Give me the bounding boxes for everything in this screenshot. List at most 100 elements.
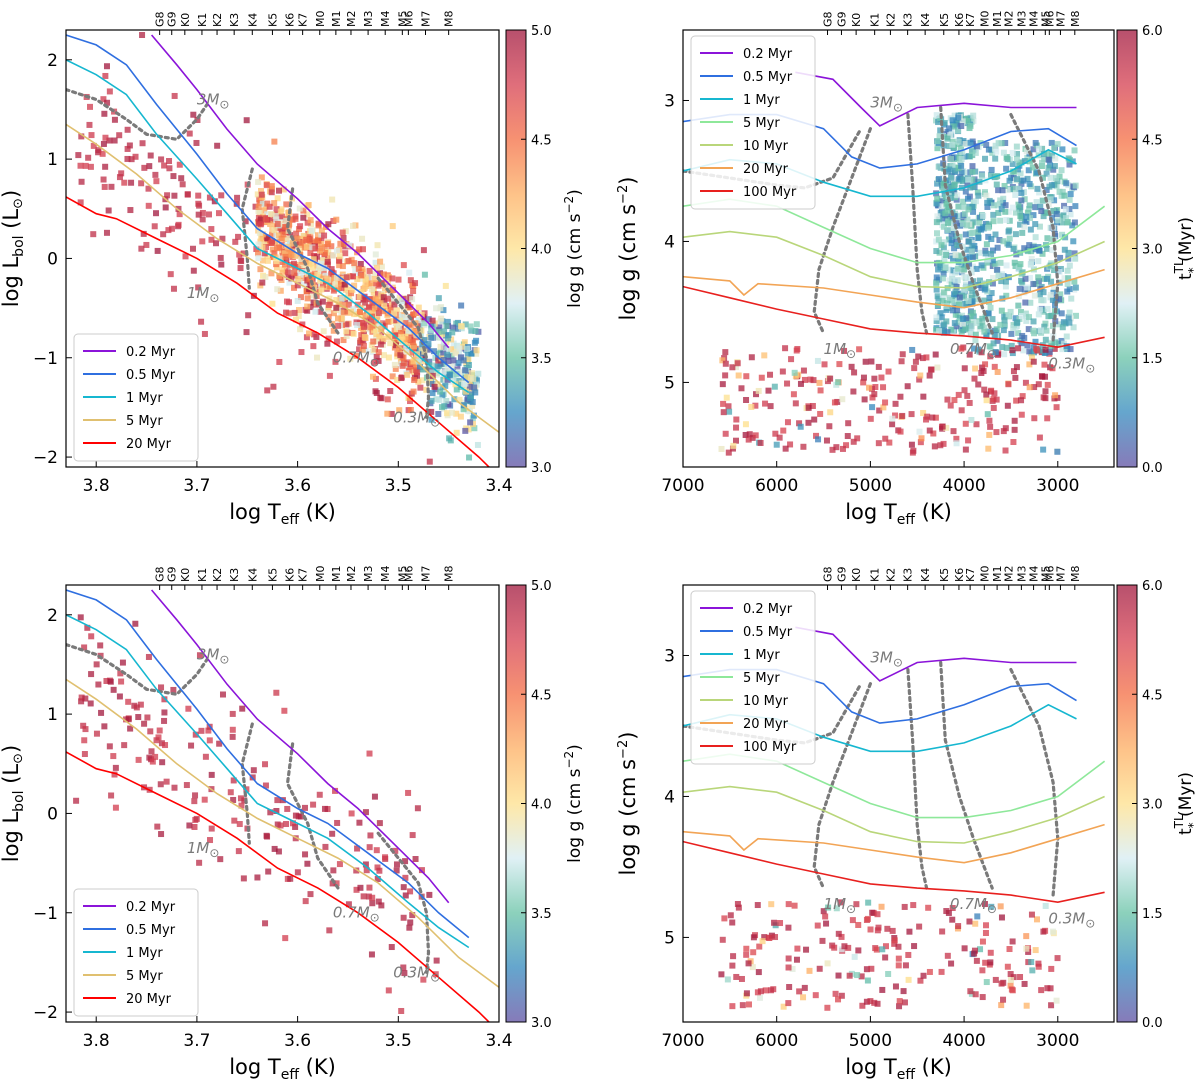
data-point xyxy=(205,211,212,218)
data-point xyxy=(392,847,399,854)
data-point xyxy=(297,294,304,301)
data-point xyxy=(77,162,84,169)
data-point xyxy=(1013,397,1020,404)
data-point xyxy=(141,164,148,171)
data-point xyxy=(949,275,956,282)
data-point xyxy=(184,191,191,198)
data-point xyxy=(403,345,410,352)
data-point xyxy=(409,296,416,303)
data-point xyxy=(337,279,344,286)
data-point xyxy=(418,867,425,874)
data-point xyxy=(981,324,988,331)
data-point xyxy=(1030,281,1037,288)
data-point xyxy=(379,308,386,315)
data-point xyxy=(274,286,281,293)
data-point xyxy=(304,860,311,867)
data-point xyxy=(442,282,449,289)
x-tick-label: 5000 xyxy=(849,476,892,496)
x-tick-label: 3.6 xyxy=(284,1031,311,1051)
data-point xyxy=(1033,916,1040,923)
data-point xyxy=(1010,185,1017,192)
spectral-type-label: M5 xyxy=(396,566,409,583)
data-point xyxy=(341,281,348,288)
legend-label: 10 Myr xyxy=(743,139,789,154)
data-point xyxy=(301,804,308,811)
isochrone-0.5-Myr xyxy=(66,589,470,939)
data-point xyxy=(165,227,172,234)
data-point xyxy=(964,318,971,325)
spectral-type-label: M5 xyxy=(396,11,409,28)
data-point xyxy=(1014,176,1021,183)
data-point xyxy=(970,112,977,119)
data-point xyxy=(284,269,291,276)
data-point xyxy=(208,771,215,778)
data-point xyxy=(368,341,375,348)
legend-label: 5 Myr xyxy=(126,969,163,984)
mass-label: 1M⊙ xyxy=(824,895,857,916)
data-point xyxy=(1038,373,1045,380)
data-point xyxy=(974,295,981,302)
data-point xyxy=(854,972,861,979)
data-point xyxy=(430,348,437,355)
data-point xyxy=(128,156,135,163)
data-point xyxy=(262,920,269,927)
data-point xyxy=(441,328,448,335)
data-point xyxy=(1054,141,1061,148)
data-point xyxy=(470,376,477,383)
data-point xyxy=(1002,283,1009,290)
data-point xyxy=(323,275,330,282)
data-point xyxy=(962,188,969,195)
data-point xyxy=(945,266,952,273)
data-point xyxy=(1030,146,1037,153)
data-point xyxy=(934,213,941,220)
legend-label: 0.5 Myr xyxy=(743,70,793,85)
data-point xyxy=(941,321,948,328)
data-point xyxy=(385,278,392,285)
data-point xyxy=(307,249,314,256)
data-point xyxy=(990,211,997,218)
data-point xyxy=(288,252,295,259)
spectral-type-label: M8 xyxy=(1069,566,1082,583)
data-point xyxy=(974,189,981,196)
data-point xyxy=(324,284,331,291)
data-point xyxy=(895,955,902,962)
data-point xyxy=(743,396,750,403)
data-point xyxy=(307,217,314,224)
data-point xyxy=(386,284,393,291)
spectral-type-label: M0 xyxy=(978,566,991,583)
spectral-type-label: K4 xyxy=(246,13,259,27)
data-point xyxy=(273,258,280,265)
data-point xyxy=(428,416,435,423)
data-point xyxy=(240,250,247,257)
legend-label: 20 Myr xyxy=(743,717,789,732)
data-point xyxy=(1042,373,1049,380)
data-point xyxy=(194,116,201,123)
data-point xyxy=(263,182,270,189)
data-point xyxy=(982,313,989,320)
data-point xyxy=(1008,342,1015,349)
data-point xyxy=(311,331,318,338)
data-point xyxy=(371,271,378,278)
data-point xyxy=(453,371,460,378)
data-point xyxy=(471,339,478,346)
data-point xyxy=(268,189,275,196)
colorbar-tick-label: 4.0 xyxy=(531,243,552,258)
data-point xyxy=(994,368,1001,375)
data-point xyxy=(1028,248,1035,255)
data-point xyxy=(414,805,421,812)
data-point xyxy=(444,351,451,358)
data-point xyxy=(229,733,236,740)
data-point xyxy=(813,432,820,439)
data-point xyxy=(385,354,392,361)
data-point xyxy=(335,322,342,329)
data-point xyxy=(455,377,462,384)
data-point xyxy=(189,245,196,252)
data-point xyxy=(380,302,387,309)
data-point xyxy=(1006,177,1013,184)
spectral-type-label: K4 xyxy=(919,13,932,27)
data-point xyxy=(271,227,278,234)
data-point xyxy=(301,281,308,288)
data-point xyxy=(273,689,280,696)
data-point xyxy=(1035,258,1042,265)
data-point xyxy=(324,258,331,265)
